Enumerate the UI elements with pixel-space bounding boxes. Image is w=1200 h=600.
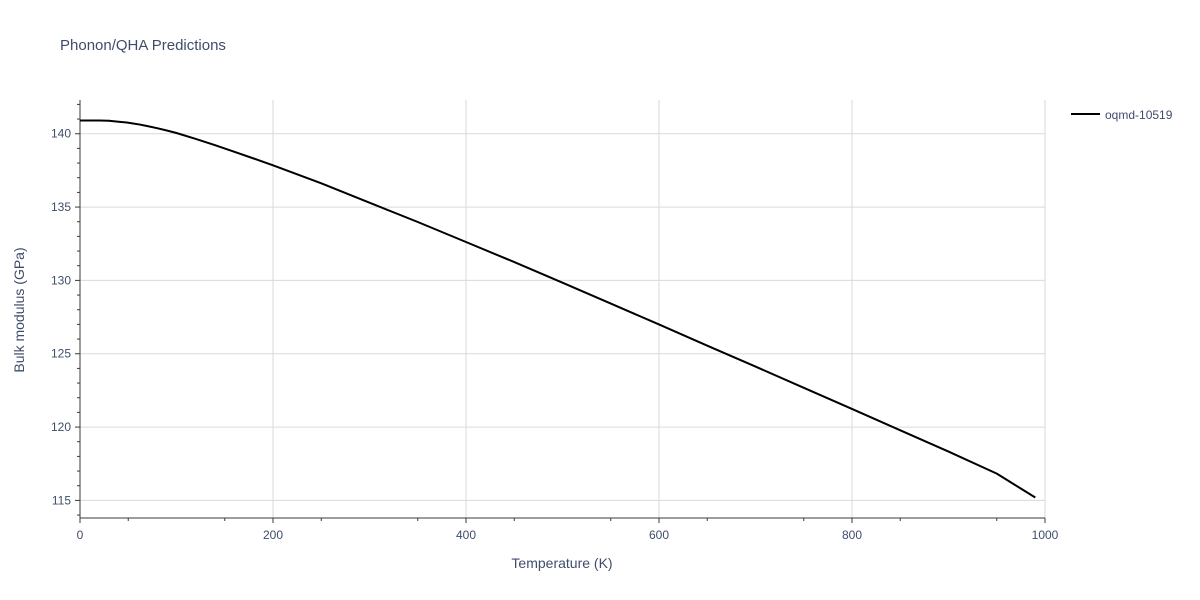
y-tick-label: 135 xyxy=(51,200,71,214)
x-tick-label: 400 xyxy=(456,528,476,542)
y-tick-label: 120 xyxy=(51,420,71,434)
x-tick-label: 200 xyxy=(263,528,283,542)
y-axis-title: Bulk modulus (GPa) xyxy=(11,247,27,372)
y-tick-label: 130 xyxy=(51,273,71,287)
axes: 0 200 400 600 800 1000 115 120 125 130 135 140 xyxy=(51,100,1059,542)
legend-label: oqmd-10519 xyxy=(1105,108,1173,122)
x-tick-label: 600 xyxy=(649,528,669,542)
y-tick-label: 115 xyxy=(52,493,71,507)
x-tick-label: 800 xyxy=(842,528,862,542)
x-tick-label: 1000 xyxy=(1032,528,1059,542)
x-tick-label: 0 xyxy=(77,528,84,542)
series-line[interactable] xyxy=(80,119,1036,499)
series-layer xyxy=(80,119,1036,499)
x-axis-title: Temperature (K) xyxy=(511,555,612,571)
y-tick-label: 125 xyxy=(51,347,71,361)
y-tick-label: 140 xyxy=(51,127,71,141)
chart-title: Phonon/QHA Predictions xyxy=(60,37,226,54)
gridlines xyxy=(80,100,1046,518)
legend[interactable]: oqmd-10519 xyxy=(1071,108,1173,122)
